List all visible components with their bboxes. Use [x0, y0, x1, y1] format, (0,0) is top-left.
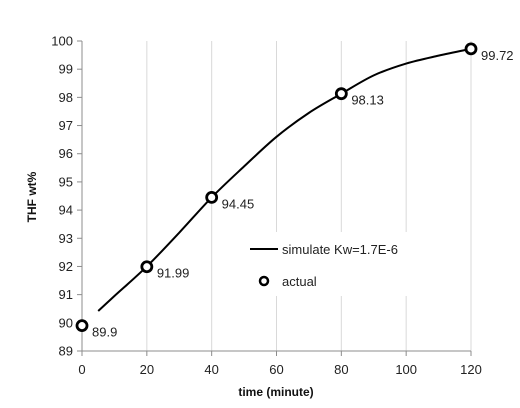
data-label-4: 99.72 — [481, 48, 514, 63]
grid — [146, 41, 472, 351]
data-label-1: 91.99 — [157, 266, 190, 281]
y-tick-label-9: 98 — [59, 90, 73, 105]
actual-point-3 — [334, 87, 348, 101]
y-tick-label-11: 100 — [51, 34, 73, 49]
data-label-bg-3 — [348, 91, 397, 108]
data-label-0: 89.9 — [92, 325, 117, 340]
y-tick-label-4: 93 — [59, 231, 73, 246]
x-axis-label: time (minute) — [238, 385, 313, 399]
x-tick-label-2: 40 — [204, 362, 218, 377]
legend-entry-actual: actual — [282, 274, 317, 289]
y-tick-label-2: 91 — [59, 287, 73, 302]
data-label-bg-0 — [89, 323, 137, 340]
data-label-2: 94.45 — [222, 196, 255, 211]
y-tick-label-0: 89 — [59, 344, 73, 359]
data-label-bg-4 — [478, 46, 520, 63]
x-tick-label-0: 0 — [78, 362, 85, 377]
y-tick-label-10: 99 — [59, 62, 73, 77]
y-tick-label-3: 92 — [59, 259, 73, 274]
legend: simulate Kw=1.7E-6 actual — [228, 232, 414, 296]
data-labels: 89.9 91.99 94.45 98.13 99.72 — [89, 46, 520, 340]
data-label-bg-1 — [153, 264, 202, 281]
x-tick-label-5: 100 — [395, 362, 417, 377]
axes: 89 90 91 92 93 94 95 96 97 98 99 100 0 20 40 60 80 100 120 — [51, 34, 482, 378]
legend-marker-swatch — [258, 275, 270, 287]
y-tick-label-7: 96 — [59, 146, 73, 161]
actual-point-1 — [140, 260, 154, 274]
x-tick-label-4: 80 — [334, 362, 348, 377]
actual-point-2 — [205, 191, 219, 204]
x-tick-label-6: 120 — [460, 362, 482, 377]
x-tick-label-3: 60 — [269, 362, 283, 377]
y-axis-label: THF wt% — [25, 171, 39, 222]
y-tick-label-1: 90 — [59, 315, 73, 330]
y-tick-label-5: 94 — [59, 203, 73, 218]
actual-point-4 — [464, 42, 478, 56]
data-label-bg-2 — [218, 195, 267, 212]
actual-series — [75, 42, 478, 333]
data-label-3: 98.13 — [351, 93, 384, 108]
legend-box — [228, 232, 414, 296]
x-tick-label-1: 20 — [140, 362, 154, 377]
y-tick-label-8: 97 — [59, 118, 73, 133]
actual-point-0 — [75, 319, 89, 333]
y-tick-label-6: 95 — [59, 174, 73, 189]
legend-entry-simulate: simulate Kw=1.7E-6 — [282, 242, 398, 257]
